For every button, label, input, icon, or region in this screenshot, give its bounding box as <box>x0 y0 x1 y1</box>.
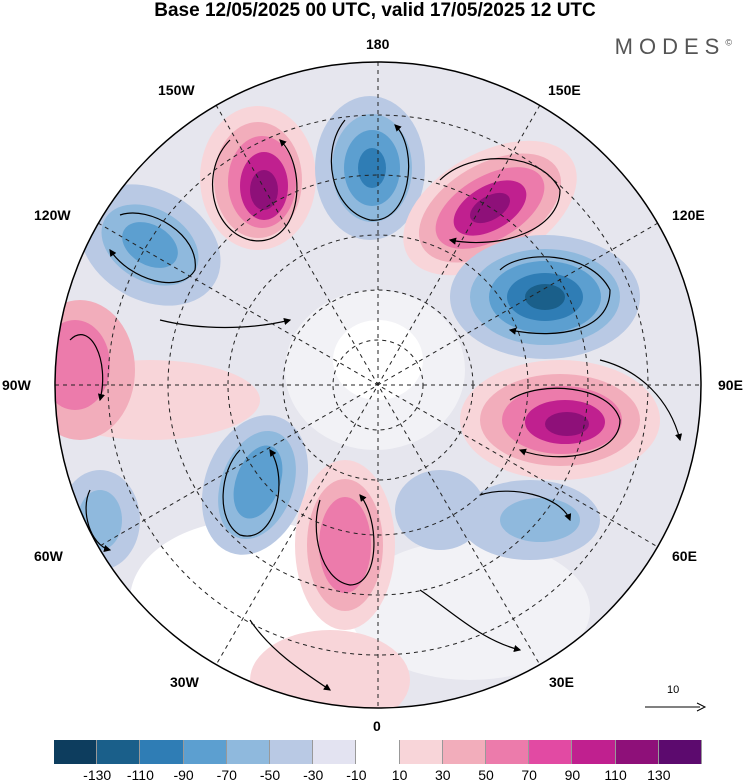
lon-label-30w: 30W <box>170 674 199 690</box>
vector-scale-label: 10 <box>667 684 680 696</box>
lon-label-60e: 60E <box>672 548 697 564</box>
colorbar-tick-label: -50 <box>259 767 281 783</box>
colorbar-tick-label: 110 <box>604 767 627 783</box>
map-title: Base 12/05/2025 00 UTC, valid 17/05/2025… <box>154 0 596 21</box>
colorbar-segment <box>486 740 530 764</box>
lon-label-90e: 90E <box>718 377 743 393</box>
colorbar-tick-label: -30 <box>303 767 324 783</box>
wind-streamlines <box>69 119 683 691</box>
lon-label-150w: 150W <box>158 82 195 98</box>
map-boundary <box>54 61 702 709</box>
brand-mark: © <box>725 37 732 48</box>
lon-label-120w: 120W <box>34 207 71 223</box>
colorbar-tick-label: -110 <box>126 767 154 783</box>
vector-scale-arrow-icon <box>645 702 707 712</box>
colorbar-tick-label: 30 <box>435 767 451 783</box>
colorbar-segment <box>270 740 314 764</box>
colorbar-tick-label: 90 <box>564 767 581 783</box>
colorbar-segment <box>442 740 487 764</box>
colorbar-segment <box>615 740 659 764</box>
colorbar-segment <box>313 740 357 764</box>
lon-label-150e: 150E <box>548 82 581 98</box>
lon-label-120e: 120E <box>672 207 705 223</box>
colorbar-tick-label: -90 <box>173 767 194 783</box>
colorbar-tick-label: -70 <box>216 767 237 783</box>
colorbar-segment <box>658 740 703 764</box>
colorbar-segment <box>97 740 141 764</box>
lon-label-180: 180 <box>366 36 390 52</box>
colorbar-tick-label: -130 <box>83 767 112 783</box>
colorbar-segment <box>183 740 227 764</box>
colorbar-ticks: -130 -110 -90 -70 -50 -30 -10 10 30 50 70 90 110 130 <box>54 767 702 783</box>
anomaly-field <box>55 62 701 708</box>
colorbar-segment <box>140 740 184 764</box>
brand-logo: MODES© <box>615 34 732 60</box>
lon-label-0: 0 <box>373 718 381 734</box>
colorbar-segment <box>399 740 443 764</box>
colorbar-segment <box>356 740 400 764</box>
graticule <box>55 62 701 708</box>
colorbar <box>54 740 703 764</box>
lon-label-60w: 60W <box>34 548 63 564</box>
lon-label-90w: 90W <box>2 377 31 393</box>
colorbar-segment <box>572 740 616 764</box>
colorbar-segment <box>226 740 271 764</box>
colorbar-tick-label: 70 <box>521 767 537 783</box>
colorbar-segment <box>529 740 573 764</box>
colorbar-segment <box>54 740 98 764</box>
colorbar-tick-label: 10 <box>391 767 408 783</box>
brand-text: MODES <box>614 34 726 59</box>
colorbar-tick-label: -10 <box>346 767 367 783</box>
vector-scale: 10 <box>645 684 707 720</box>
lon-label-30e: 30E <box>549 674 574 690</box>
colorbar-tick-label: 50 <box>478 767 494 783</box>
colorbar-tick-label: 130 <box>647 767 671 783</box>
